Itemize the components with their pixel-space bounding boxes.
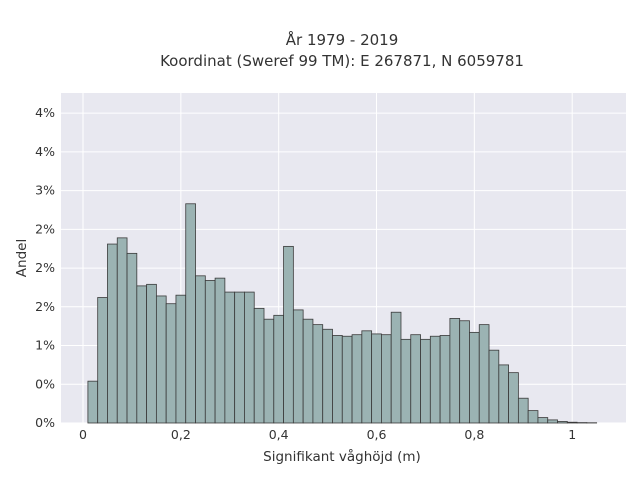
histogram-bar-15 [234,291,245,424]
chart-subtitle: Koordinat (Sweref 99 TM): E 267871, N 60… [160,52,524,70]
x-axis-label: Signifikant våghöjd (m) [263,448,421,465]
histogram-bar-11 [195,275,206,424]
histogram-bar-27 [351,334,363,424]
histogram-bar-22 [302,318,314,424]
histogram-bar-43 [508,372,519,424]
histogram-bar-10 [185,203,196,424]
histogram-bar-4 [126,252,138,424]
x-axis-ticks: 0 0,2 0,4 0,6 0,8 1 [79,427,576,442]
x-tick-label-3: 0,6 [367,427,387,442]
histogram-bar-28 [361,330,373,424]
histogram-bar-17 [253,307,265,424]
histogram-bar-33 [410,334,421,424]
histogram-bar-38 [459,320,470,424]
histogram-bar-29 [371,333,382,424]
y-tick-label-3: 2% [35,299,55,314]
histogram-bar-21 [292,309,304,424]
histogram-bar-39 [469,331,480,424]
histogram-bar-34 [420,338,431,424]
x-tick-label-2: 0,4 [269,427,289,442]
histogram-bar-40 [478,324,490,424]
histogram-bar-12 [204,280,216,424]
histogram-bar-46 [537,417,549,424]
histogram-bar-30 [381,334,392,424]
histogram-bar-32 [400,338,412,424]
histogram-bar-5 [136,285,148,424]
y-tick-label-2: 1% [35,338,55,353]
histogram-bar-14 [224,291,236,424]
histogram-bar-42 [498,364,509,424]
y-tick-label-8: 4% [35,105,55,120]
y-tick-label-6: 3% [35,183,55,198]
histogram-bar-24 [322,328,333,424]
histogram-bar-8 [165,303,177,424]
x-tick-label-4: 0,8 [464,427,484,442]
histogram-bar-41 [488,349,500,424]
histogram-bar-23 [312,324,324,424]
y-tick-label-1: 0% [35,376,55,391]
histogram-bar-3 [116,237,128,424]
histogram-bar-44 [517,397,529,424]
histogram-bar-18 [263,318,275,424]
histogram-bar-19 [273,314,284,424]
histogram-bar-9 [175,294,187,424]
histogram-bar-35 [429,335,441,424]
bars-group [87,203,598,424]
chart-title: År 1979 - 2019 [286,30,399,49]
histogram-bar-31 [390,311,402,424]
y-tick-label-7: 4% [35,144,55,159]
histogram-bar-1 [97,297,108,424]
x-tick-label-1: 0,2 [171,427,191,442]
histogram-bar-26 [341,335,353,424]
histogram-bar-7 [155,295,167,424]
histogram-bar-47 [547,419,558,424]
histogram-bar-6 [146,283,157,424]
y-axis-label: Andel [14,239,30,277]
y-tick-label-5: 2% [35,221,55,236]
histogram-bar-13 [214,277,226,424]
histogram-bar-20 [283,245,294,424]
histogram-bar-45 [527,410,539,424]
histogram-bar-36 [439,335,451,424]
x-tick-label-5: 1 [568,427,576,442]
histogram-bar-0 [87,380,99,424]
y-tick-label-4: 2% [35,260,55,275]
histogram-bar-37 [449,318,461,424]
x-tick-label-0: 0 [79,427,87,442]
y-tick-label-0: 0% [35,415,55,430]
histogram-bar-48 [557,421,568,424]
histogram-bar-25 [332,335,343,424]
histogram-bar-49 [566,421,578,424]
histogram-bar-16 [244,291,255,424]
histogram-bar-2 [107,243,118,424]
y-axis-ticks: 0% 0% 1% 2% 2% 2% 3% 4% 4% [35,105,55,430]
